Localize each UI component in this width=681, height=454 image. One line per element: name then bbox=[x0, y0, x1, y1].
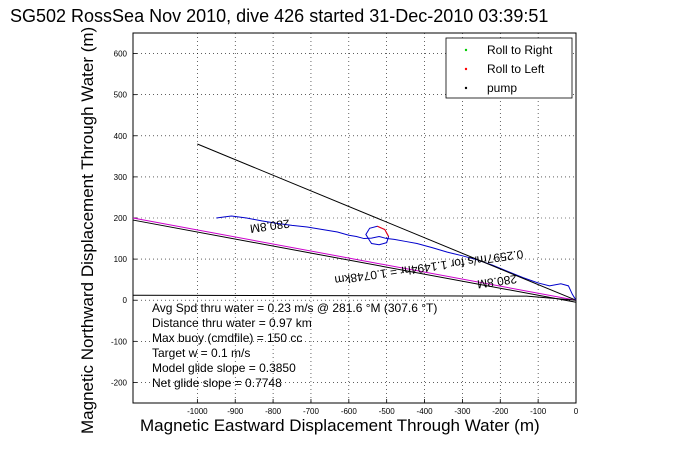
legend-marker bbox=[464, 86, 468, 90]
stat-note: Target w = 0.1 m/s bbox=[152, 346, 250, 360]
y-tick-label: 500 bbox=[114, 91, 128, 100]
x-tick-label: -600 bbox=[341, 407, 358, 416]
y-tick-label: 200 bbox=[114, 214, 128, 223]
series-group bbox=[132, 143, 577, 303]
series-track bbox=[216, 215, 577, 301]
stat-note: Avg Spd thru water = 0.23 m/s @ 281.6 °M… bbox=[152, 301, 437, 315]
y-tick-label: 0 bbox=[123, 296, 128, 305]
y-tick-label: -100 bbox=[111, 337, 128, 346]
heading-annotation: 280.8M bbox=[249, 216, 291, 235]
series-current-line-2 bbox=[132, 219, 577, 303]
y-tick-label: -200 bbox=[111, 378, 128, 387]
x-tick-label: -300 bbox=[454, 407, 471, 416]
x-tick-label: -800 bbox=[265, 407, 282, 416]
chart-title: SG502 RossSea Nov 2010, dive 426 started… bbox=[10, 6, 549, 26]
notes-group: Avg Spd thru water = 0.23 m/s @ 281.6 °M… bbox=[152, 301, 437, 390]
x-tick-label: -200 bbox=[492, 407, 509, 416]
legend-label: Roll to Right bbox=[487, 43, 553, 57]
x-tick-label: -900 bbox=[227, 407, 244, 416]
heading-annotation: 280.8M bbox=[476, 272, 518, 291]
y-axis-label: Magnetic Northward Displacement Through … bbox=[78, 26, 97, 434]
legend: Roll to Right Roll to Left pump bbox=[445, 37, 573, 99]
stat-note: Model glide slope = 0.3850 bbox=[152, 361, 296, 375]
series-loop-left bbox=[377, 225, 390, 237]
y-tick-label: 400 bbox=[114, 132, 128, 141]
legend-marker bbox=[464, 67, 468, 71]
x-tick-label: -100 bbox=[530, 407, 547, 416]
y-tick-label: 300 bbox=[114, 173, 128, 182]
x-tick-label: -400 bbox=[417, 407, 434, 416]
x-axis-label: Magnetic Eastward Displacement Through W… bbox=[140, 416, 540, 435]
stat-note: Net glide slope = 0.7748 bbox=[152, 376, 282, 390]
stat-note: Max buoy (cmdfile) = 150 cc bbox=[152, 331, 302, 345]
legend-marker bbox=[464, 48, 468, 52]
x-tick-label: -1000 bbox=[187, 407, 208, 416]
series-baseline bbox=[132, 294, 577, 301]
legend-label: pump bbox=[487, 81, 517, 95]
x-tick-label: 0 bbox=[574, 407, 579, 416]
x-tick-label: -500 bbox=[379, 407, 396, 416]
grid bbox=[133, 33, 577, 403]
x-tick-label: -700 bbox=[303, 407, 320, 416]
series-current-line bbox=[132, 217, 577, 301]
ticks: -1000 -900 -800 -700 -600 -500 -400 -300 -200 -10… bbox=[111, 50, 579, 416]
stat-note: Distance thru water = 0.97 km bbox=[152, 316, 312, 330]
legend-label: Roll to Left bbox=[487, 62, 545, 76]
y-tick-label: 100 bbox=[114, 255, 128, 264]
series-heading-line bbox=[197, 143, 577, 301]
y-tick-label: 600 bbox=[114, 50, 128, 59]
